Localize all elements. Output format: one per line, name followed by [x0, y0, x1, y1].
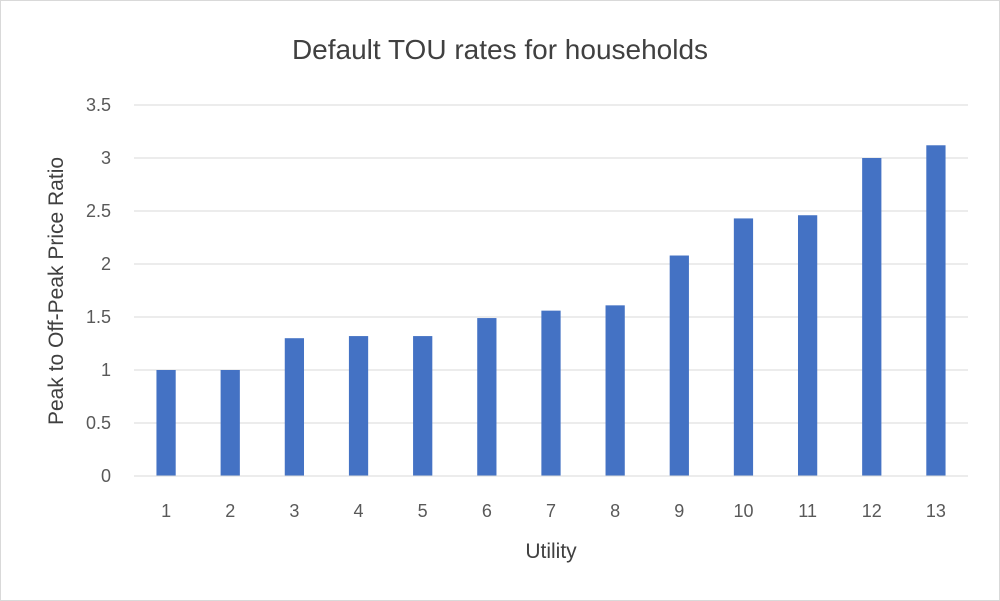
y-tick-label: 1.5	[86, 307, 111, 327]
x-tick-label: 1	[161, 501, 171, 521]
x-axis-ticks: 1 2 3 4 5 6 7 8 9 10 11 12 13	[161, 501, 946, 521]
x-tick-label: 11	[798, 501, 817, 521]
y-tick-label: 0.5	[86, 413, 111, 433]
y-tick-label: 0	[101, 466, 111, 486]
bar-utility-8	[605, 305, 625, 476]
y-tick-label: 3	[101, 148, 111, 168]
x-axis-label: Utility	[525, 540, 577, 563]
x-tick-label: 5	[418, 501, 428, 521]
x-tick-label: 7	[546, 501, 556, 521]
x-tick-label: 2	[225, 501, 235, 521]
x-tick-label: 3	[289, 501, 299, 521]
x-tick-label: 9	[674, 501, 684, 521]
y-tick-label: 2	[101, 254, 111, 274]
bar-utility-6	[477, 318, 497, 476]
y-tick-label: 3.5	[86, 95, 111, 115]
bar-utility-3	[284, 338, 305, 476]
chart-title: Default TOU rates for households	[292, 34, 708, 65]
bar-utility-13	[926, 145, 946, 476]
bar-utility-10	[733, 218, 754, 477]
x-tick-label: 10	[733, 501, 753, 521]
bar-utility-12	[862, 158, 882, 476]
y-axis-ticks: 0 0.5 1 1.5 2 2.5 3 3.5	[86, 95, 111, 486]
y-axis-label: Peak to Off-Peak Price Ratio	[45, 157, 68, 425]
bars	[156, 145, 946, 477]
bar-utility-11	[797, 215, 818, 477]
bar-utility-9	[669, 255, 689, 476]
bar-utility-5	[413, 336, 433, 476]
bar-utility-7	[541, 310, 561, 476]
x-tick-label: 4	[354, 501, 364, 521]
x-tick-label: 8	[610, 501, 620, 521]
x-tick-label: 13	[926, 501, 946, 521]
bar-utility-4	[348, 336, 369, 476]
y-tick-label: 2.5	[86, 201, 111, 221]
bar-utility-1	[156, 370, 176, 476]
y-tick-label: 1	[101, 360, 111, 380]
x-tick-label: 6	[482, 501, 492, 521]
x-tick-label: 12	[862, 501, 882, 521]
bar-utility-2	[220, 370, 240, 476]
